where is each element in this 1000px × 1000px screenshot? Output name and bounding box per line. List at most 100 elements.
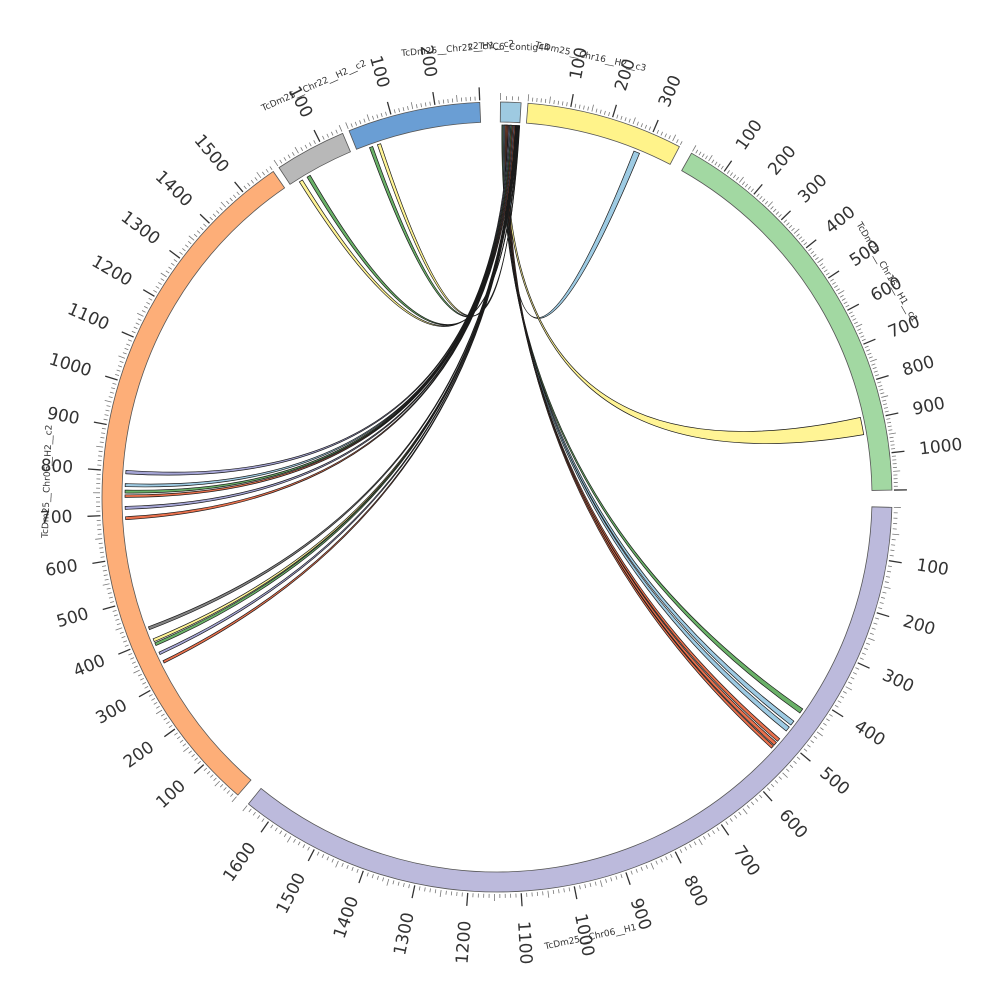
minor-tick	[888, 429, 893, 431]
minor-tick	[736, 176, 740, 181]
minor-tick	[141, 310, 146, 313]
minor-tick	[99, 551, 104, 554]
minor-tick	[734, 814, 738, 819]
minor-tick	[852, 318, 857, 321]
minor-tick	[261, 818, 265, 823]
major-tick	[163, 728, 176, 738]
minor-tick	[848, 311, 853, 315]
minor-tick	[882, 591, 887, 594]
minor-tick	[196, 230, 201, 234]
minor-tick	[746, 805, 750, 809]
tick-label-chr06h1-500: 500	[815, 763, 853, 799]
minor-tick	[887, 565, 892, 568]
major-tick	[827, 270, 840, 279]
minor-tick	[867, 637, 875, 641]
minor-tick	[398, 108, 401, 113]
minor-tick	[122, 352, 127, 355]
minor-tick	[755, 798, 759, 802]
minor-tick	[744, 183, 749, 188]
minor-tick	[230, 793, 234, 797]
minor-tick	[741, 181, 746, 186]
minor-tick	[111, 387, 116, 390]
major-tick	[720, 824, 730, 836]
minor-tick	[99, 547, 104, 549]
minor-tick	[552, 889, 555, 895]
minor-tick	[842, 691, 847, 694]
minor-tick	[656, 129, 659, 134]
minor-tick	[782, 772, 788, 778]
minor-tick	[841, 298, 846, 301]
minor-tick	[165, 270, 170, 274]
minor-tick	[848, 681, 852, 685]
major-tick	[105, 375, 118, 381]
minor-tick	[133, 326, 138, 330]
minor-tick	[635, 868, 638, 873]
minor-tick	[219, 207, 223, 211]
chromosome-segment-chr16h2	[525, 102, 680, 165]
minor-tick	[102, 569, 107, 572]
minor-tick	[257, 815, 261, 819]
minor-tick	[879, 602, 884, 604]
minor-tick	[321, 854, 325, 859]
minor-tick	[133, 669, 140, 674]
minor-tick	[101, 432, 106, 434]
minor-tick	[438, 100, 440, 105]
tick-label-chr16h1-200: 200	[764, 142, 800, 180]
minor-tick	[366, 114, 370, 122]
chromosome-segment-chr22h2	[278, 132, 352, 185]
minor-tick	[770, 783, 775, 788]
minor-tick	[527, 94, 530, 102]
minor-tick	[410, 102, 414, 110]
minor-tick	[726, 170, 730, 174]
minor-tick	[168, 266, 173, 270]
minor-tick	[226, 200, 230, 205]
minor-tick	[878, 385, 883, 387]
minor-tick	[825, 272, 830, 276]
minor-tick	[212, 213, 217, 217]
minor-tick	[109, 391, 114, 394]
minor-tick	[144, 306, 148, 309]
minor-tick	[798, 236, 803, 240]
minor-tick	[124, 644, 129, 647]
minor-tick	[616, 114, 619, 119]
minor-tick	[640, 123, 643, 128]
minor-tick	[563, 888, 565, 893]
minor-tick	[363, 118, 366, 123]
minor-tick	[300, 147, 304, 151]
minor-tick	[95, 538, 103, 540]
minor-tick	[738, 176, 744, 183]
minor-tick	[146, 301, 151, 305]
minor-tick	[793, 228, 800, 234]
minor-tick	[294, 146, 299, 154]
minor-tick	[322, 135, 325, 140]
minor-tick	[287, 154, 291, 159]
minor-tick	[778, 214, 782, 218]
minor-tick	[338, 124, 343, 132]
minor-tick	[583, 105, 585, 110]
tick-label-chr06h2-600: 600	[44, 556, 79, 581]
minor-tick	[182, 248, 186, 252]
minor-tick	[679, 849, 683, 854]
minor-tick	[650, 862, 655, 870]
minor-tick	[882, 399, 887, 402]
link-c2TcYC6-chr06h2-13	[125, 125, 516, 521]
minor-tick	[808, 248, 812, 252]
minor-tick	[892, 533, 900, 536]
minor-tick	[220, 201, 227, 208]
tick-label-chr16h1-300: 300	[794, 171, 831, 208]
minor-tick	[116, 369, 121, 372]
minor-tick	[144, 686, 149, 689]
minor-tick	[648, 126, 652, 131]
minor-tick	[397, 881, 400, 886]
minor-tick	[116, 623, 121, 626]
tick-label-chr06h1-200: 200	[901, 611, 938, 640]
minor-tick	[151, 698, 156, 701]
major-tick	[386, 101, 392, 115]
major-tick	[142, 289, 155, 297]
chromosome-segment-c2TcYC6	[499, 101, 522, 124]
minor-tick	[291, 151, 295, 156]
major-tick	[466, 892, 469, 906]
minor-tick	[766, 787, 771, 791]
minor-tick	[810, 251, 815, 255]
minor-tick	[209, 216, 213, 221]
